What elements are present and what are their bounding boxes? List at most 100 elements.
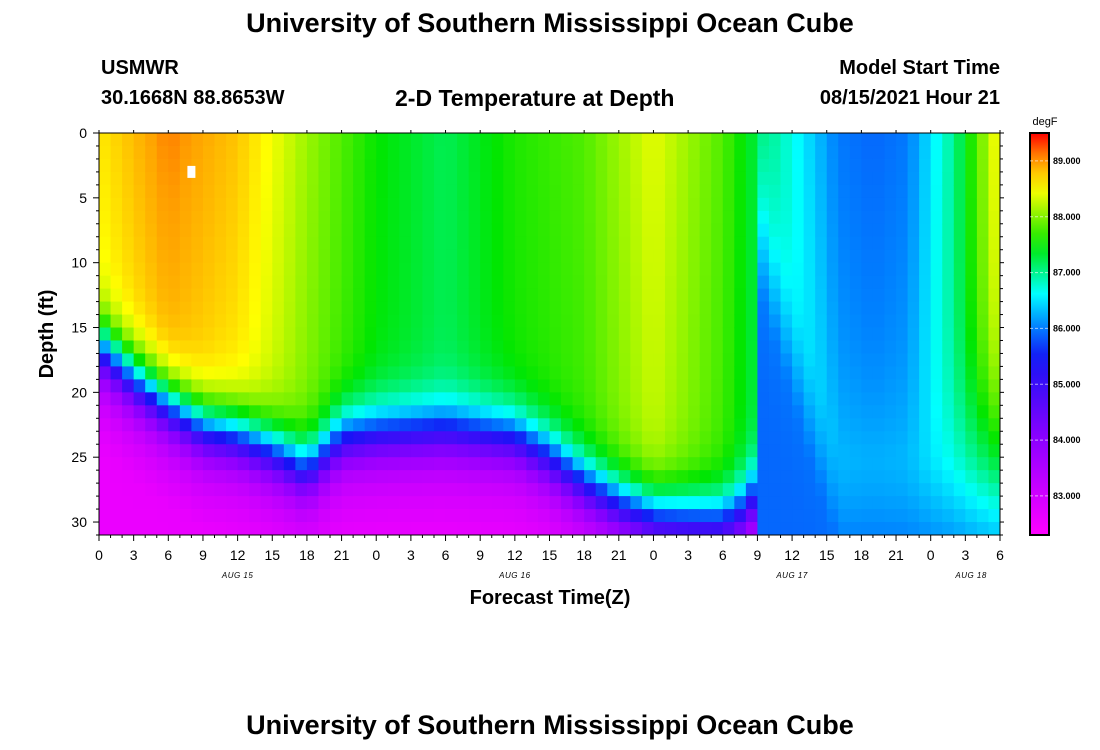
heatmap-cell xyxy=(665,496,678,510)
heatmap-cell xyxy=(214,314,227,329)
heatmap-cell xyxy=(942,522,955,535)
heatmap-cell xyxy=(145,275,158,290)
heatmap-cell xyxy=(191,392,204,406)
heatmap-cell xyxy=(849,223,862,238)
heatmap-cell xyxy=(607,158,620,173)
heatmap-cell xyxy=(896,327,909,342)
heatmap-cell xyxy=(919,483,932,497)
heatmap-cell xyxy=(618,405,631,419)
heatmap-cell xyxy=(422,431,435,445)
heatmap-cell xyxy=(803,392,816,406)
heatmap-cell xyxy=(607,353,620,368)
heatmap-cell xyxy=(156,444,169,458)
heatmap-cell xyxy=(734,327,747,342)
heatmap-cell xyxy=(468,509,481,523)
heatmap-cell xyxy=(480,184,493,199)
heatmap-cell xyxy=(110,509,123,523)
heatmap-cell xyxy=(849,392,862,406)
heatmap-cell xyxy=(387,145,400,160)
heatmap-cell xyxy=(353,457,366,471)
heatmap-cell xyxy=(607,366,620,380)
heatmap-cell xyxy=(376,262,389,277)
heatmap-cell xyxy=(792,314,805,329)
heatmap-cell xyxy=(433,496,447,510)
heatmap-cell xyxy=(561,340,574,355)
heatmap-cell xyxy=(849,405,862,419)
heatmap-cell xyxy=(353,522,366,535)
heatmap-cell xyxy=(179,457,193,471)
heatmap-cell xyxy=(491,470,504,484)
heatmap-cell xyxy=(145,184,158,199)
heatmap-cell xyxy=(872,340,886,355)
heatmap-cell xyxy=(168,470,181,484)
heatmap-cell xyxy=(353,288,366,303)
heatmap-cell xyxy=(399,470,412,484)
heatmap-cell xyxy=(99,431,112,445)
heatmap-cell xyxy=(872,288,886,303)
heatmap-cell xyxy=(768,133,782,147)
heatmap-cell xyxy=(976,418,990,432)
heatmap-cell xyxy=(283,262,296,277)
heatmap-cell xyxy=(399,171,412,186)
heatmap-cell xyxy=(457,340,470,355)
heatmap-cell xyxy=(399,444,412,458)
heatmap-cell xyxy=(711,431,724,445)
heatmap-cell xyxy=(226,353,239,368)
heatmap-cell xyxy=(976,405,990,419)
heatmap-cell xyxy=(191,223,204,238)
heatmap-cell xyxy=(445,327,458,342)
heatmap-cell xyxy=(930,314,943,329)
heatmap-cell xyxy=(849,418,862,432)
heatmap-cell xyxy=(376,327,389,342)
heatmap-cell xyxy=(387,522,400,535)
colorbar-tick-label: 86.000 xyxy=(1053,323,1081,333)
heatmap-cell xyxy=(815,483,828,497)
heatmap-cell xyxy=(826,275,839,290)
heatmap-cell xyxy=(976,249,990,264)
heatmap-cell xyxy=(618,379,631,393)
heatmap-cell xyxy=(468,327,481,342)
heatmap-cell xyxy=(549,392,562,406)
heatmap-cell xyxy=(768,158,782,173)
heatmap-cell xyxy=(722,457,735,471)
heatmap-cell xyxy=(595,444,608,458)
heatmap-cell xyxy=(272,509,285,523)
heatmap-cell xyxy=(318,236,331,251)
heatmap-cell xyxy=(110,184,123,199)
heatmap-cell xyxy=(526,133,539,147)
heatmap-cell xyxy=(688,418,701,432)
heatmap-cell xyxy=(457,301,470,316)
heatmap-cell xyxy=(722,405,735,419)
heatmap-cell xyxy=(561,392,574,406)
heatmap-cell xyxy=(549,379,562,393)
heatmap-cell xyxy=(676,405,689,419)
heatmap-cell xyxy=(953,210,966,225)
heatmap-cell xyxy=(491,262,504,277)
heatmap-cell xyxy=(145,236,158,251)
heatmap-cell xyxy=(792,522,805,535)
heatmap-cell xyxy=(341,184,354,199)
heatmap-cell xyxy=(260,262,273,277)
heatmap-cell xyxy=(503,249,516,264)
heatmap-cell xyxy=(896,418,909,432)
heatmap-cell xyxy=(364,353,377,368)
heatmap-cell xyxy=(803,431,816,445)
heatmap-cell xyxy=(330,327,343,342)
heatmap-cell xyxy=(780,145,793,160)
heatmap-cell xyxy=(433,301,447,316)
heatmap-cell xyxy=(341,392,354,406)
heatmap-cell xyxy=(179,249,193,264)
heatmap-cell xyxy=(803,405,816,419)
heatmap-cell xyxy=(803,133,816,147)
heatmap-cell xyxy=(179,133,193,147)
heatmap-cell xyxy=(330,509,343,523)
heatmap-cell xyxy=(376,184,389,199)
heatmap-cell xyxy=(745,288,759,303)
heatmap-cell xyxy=(584,197,597,212)
heatmap-cell xyxy=(757,496,770,510)
heatmap-cell xyxy=(734,197,747,212)
heatmap-cell xyxy=(711,379,724,393)
heatmap-cell xyxy=(526,262,539,277)
heatmap-cell xyxy=(410,133,424,147)
heatmap-cell xyxy=(330,197,343,212)
